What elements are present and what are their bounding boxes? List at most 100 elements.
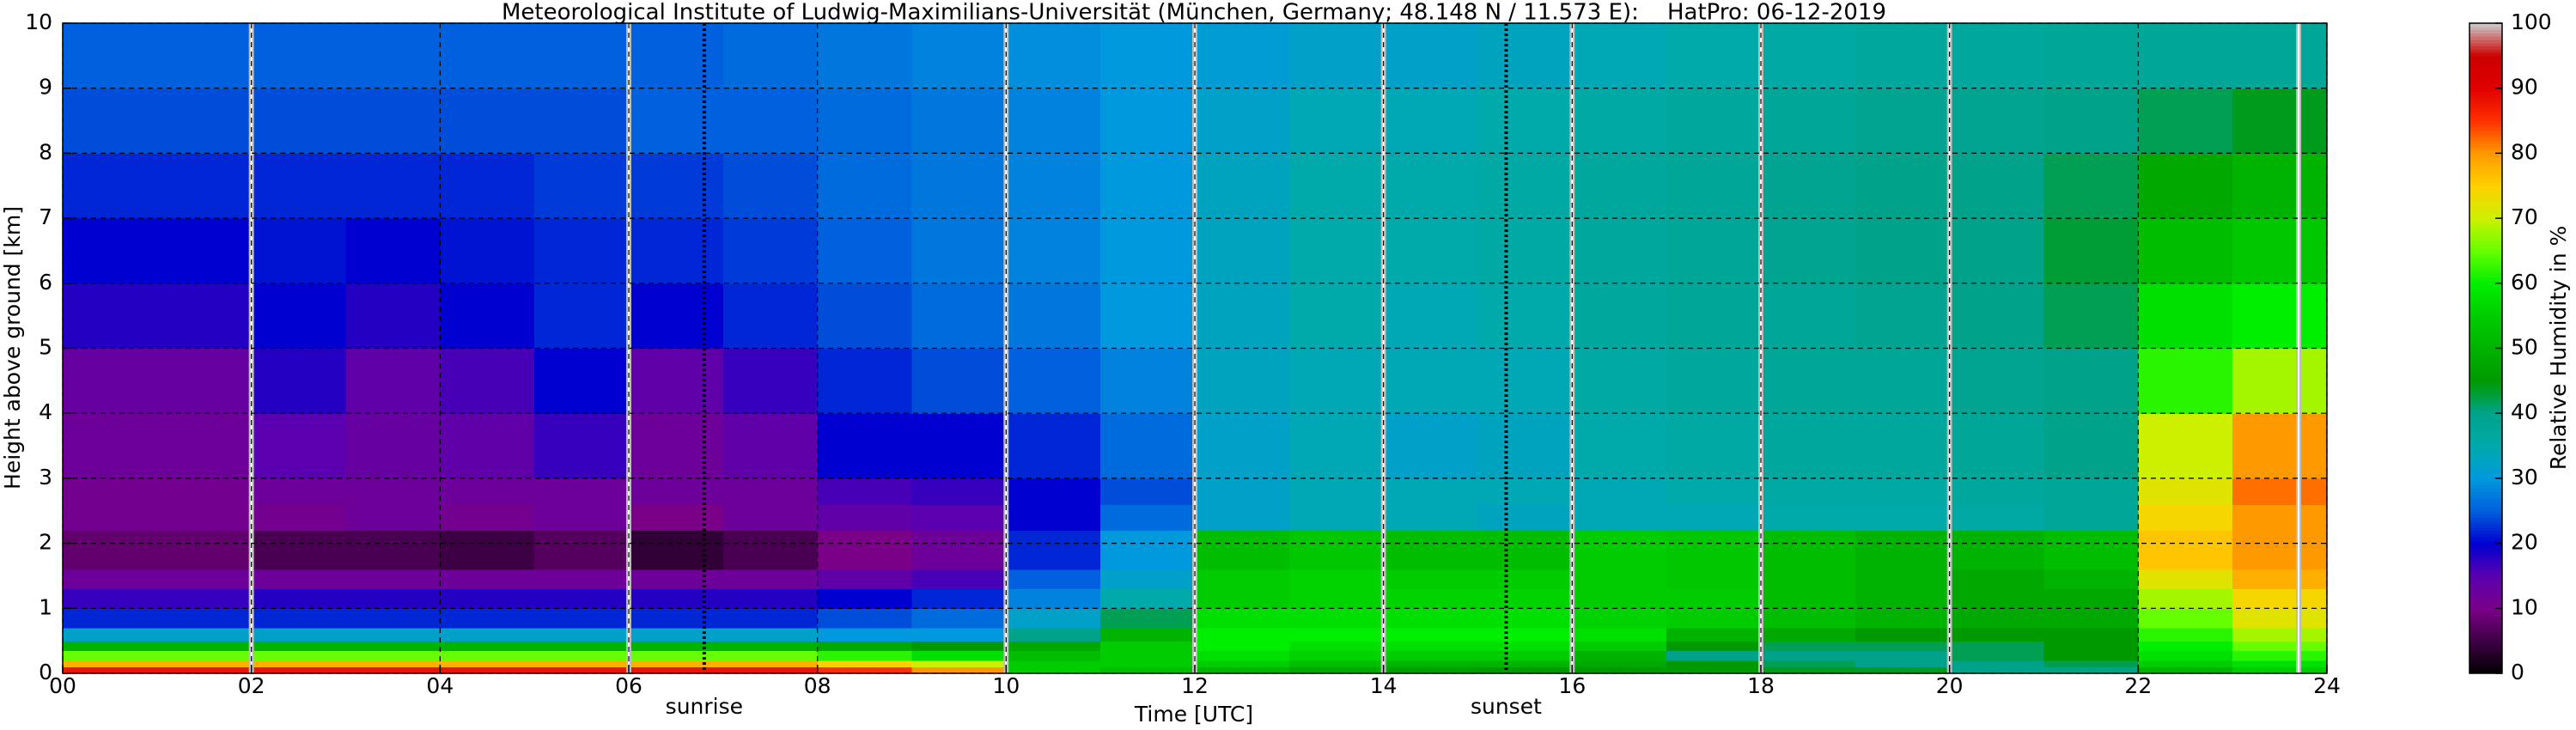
- heatmap-cell: [1666, 569, 1762, 590]
- heatmap-cell: [1100, 530, 1196, 570]
- heatmap-cell: [817, 628, 913, 642]
- heatmap-cell: [345, 530, 441, 570]
- heatmap-cell: [1666, 641, 1762, 652]
- heatmap-cell: [1288, 153, 1385, 219]
- heatmap-cell: [345, 569, 441, 590]
- heatmap-cell: [629, 530, 724, 570]
- heatmap-cell: [1383, 666, 1479, 674]
- y-tick-label: 8: [39, 139, 52, 164]
- heatmap-cell: [1572, 218, 1667, 284]
- colorbar-segment: [2469, 82, 2502, 86]
- colorbar-segment: [2469, 598, 2502, 603]
- heatmap-cell: [722, 569, 819, 590]
- colorbar-segment: [2469, 198, 2502, 203]
- heatmap-cell: [1006, 628, 1101, 642]
- heatmap-cell: [1288, 608, 1385, 629]
- heatmap-cell: [156, 608, 253, 629]
- heatmap-cell: [1383, 153, 1479, 219]
- heatmap-cell: [345, 660, 441, 668]
- heatmap-cell: [2043, 569, 2139, 590]
- heatmap-cell: [1383, 569, 1479, 590]
- colorbar-segment: [2469, 595, 2502, 599]
- heatmap-cell: [1477, 478, 1573, 505]
- heatmap-cell: [722, 218, 819, 284]
- colorbar-segment: [2469, 319, 2502, 323]
- heatmap-cell: [911, 660, 1007, 668]
- heatmap-cell: [2043, 478, 2139, 505]
- heatmap-cell: [629, 628, 724, 642]
- heatmap-cell: [156, 628, 253, 642]
- colorbar-segment: [2469, 55, 2502, 60]
- colorbar-segment: [2469, 510, 2502, 515]
- heatmap-cell: [1477, 218, 1573, 284]
- colorbar-segment: [2469, 617, 2502, 623]
- colorbar-segment: [2469, 377, 2502, 381]
- y-tick-label: 10: [25, 9, 52, 34]
- colorbar-segment: [2469, 413, 2502, 417]
- heatmap-cell: [1572, 608, 1667, 629]
- heatmap-cell: [817, 348, 913, 414]
- heatmap-cell: [156, 650, 253, 661]
- colorbar-segment: [2469, 113, 2502, 119]
- heatmap-cell: [2138, 504, 2233, 532]
- colorbar-segment: [2469, 293, 2502, 297]
- heatmap-cell: [1383, 530, 1479, 570]
- colorbar-segment: [2469, 224, 2502, 229]
- heatmap-cell: [345, 153, 441, 219]
- heatmap-cell: [1006, 504, 1101, 532]
- heatmap-cell: [1572, 88, 1667, 154]
- heatmap-cell: [629, 413, 724, 479]
- colorbar-segment: [2469, 257, 2502, 261]
- heatmap-cell: [911, 588, 1007, 609]
- heatmap-cell: [817, 588, 913, 609]
- heatmap-cell: [534, 153, 630, 219]
- heatmap-cell: [1100, 650, 1196, 661]
- colorbar-segment: [2469, 100, 2502, 106]
- heatmap-cell: [1854, 530, 1951, 570]
- heatmap-cell: [251, 569, 347, 590]
- heatmap-cell: [534, 283, 630, 350]
- heatmap-cell: [1761, 666, 1856, 674]
- x-tick-label: 22: [2124, 673, 2152, 698]
- heatmap-cell: [1854, 608, 1951, 629]
- colorbar-segment: [2469, 423, 2502, 427]
- heatmap-cell: [1006, 660, 1101, 668]
- y-tick-label: 1: [39, 594, 52, 619]
- heatmap-cell: [156, 153, 253, 219]
- colorbar-segment: [2469, 215, 2502, 219]
- heatmap-cell: [1572, 650, 1667, 661]
- heatmap-cell: [1477, 504, 1573, 532]
- heatmap-cell: [1477, 153, 1573, 219]
- heatmap-cell: [1761, 628, 1856, 642]
- colorbar-segment: [2469, 442, 2502, 447]
- x-tick-label: 04: [426, 673, 454, 698]
- heatmap-cell: [1761, 588, 1856, 609]
- colorbar-segment: [2469, 253, 2502, 259]
- heatmap-cell: [1854, 569, 1951, 590]
- colorbar-segment: [2469, 58, 2502, 64]
- colorbar-segment: [2469, 175, 2502, 180]
- colorbar-segment: [2469, 260, 2502, 265]
- heatmap-cell: [63, 530, 158, 570]
- colorbar-segment: [2469, 643, 2502, 648]
- heatmap-cell: [911, 478, 1007, 505]
- colorbar-segment: [2469, 370, 2502, 375]
- colorbar-segment: [2469, 569, 2502, 574]
- heatmap-cell: [63, 504, 158, 532]
- heatmap-cell: [63, 660, 158, 668]
- colorbar-segment: [2469, 46, 2502, 50]
- colorbar-segment: [2469, 179, 2502, 184]
- heatmap-cell: [722, 650, 819, 661]
- heatmap-cell: [1100, 88, 1196, 154]
- heatmap-cell: [1854, 660, 1951, 668]
- colorbar-segment: [2469, 552, 2502, 557]
- heatmap-cell: [63, 641, 158, 652]
- x-tick-label: 08: [804, 673, 831, 698]
- heatmap-cell: [1195, 23, 1290, 89]
- heatmap-cell: [2232, 660, 2328, 668]
- heatmap-cell: [534, 628, 630, 642]
- colorbar-segment: [2469, 351, 2502, 356]
- heatmap-cell: [1477, 650, 1573, 661]
- heatmap-cell: [1288, 588, 1385, 609]
- heatmap-cell: [251, 650, 347, 661]
